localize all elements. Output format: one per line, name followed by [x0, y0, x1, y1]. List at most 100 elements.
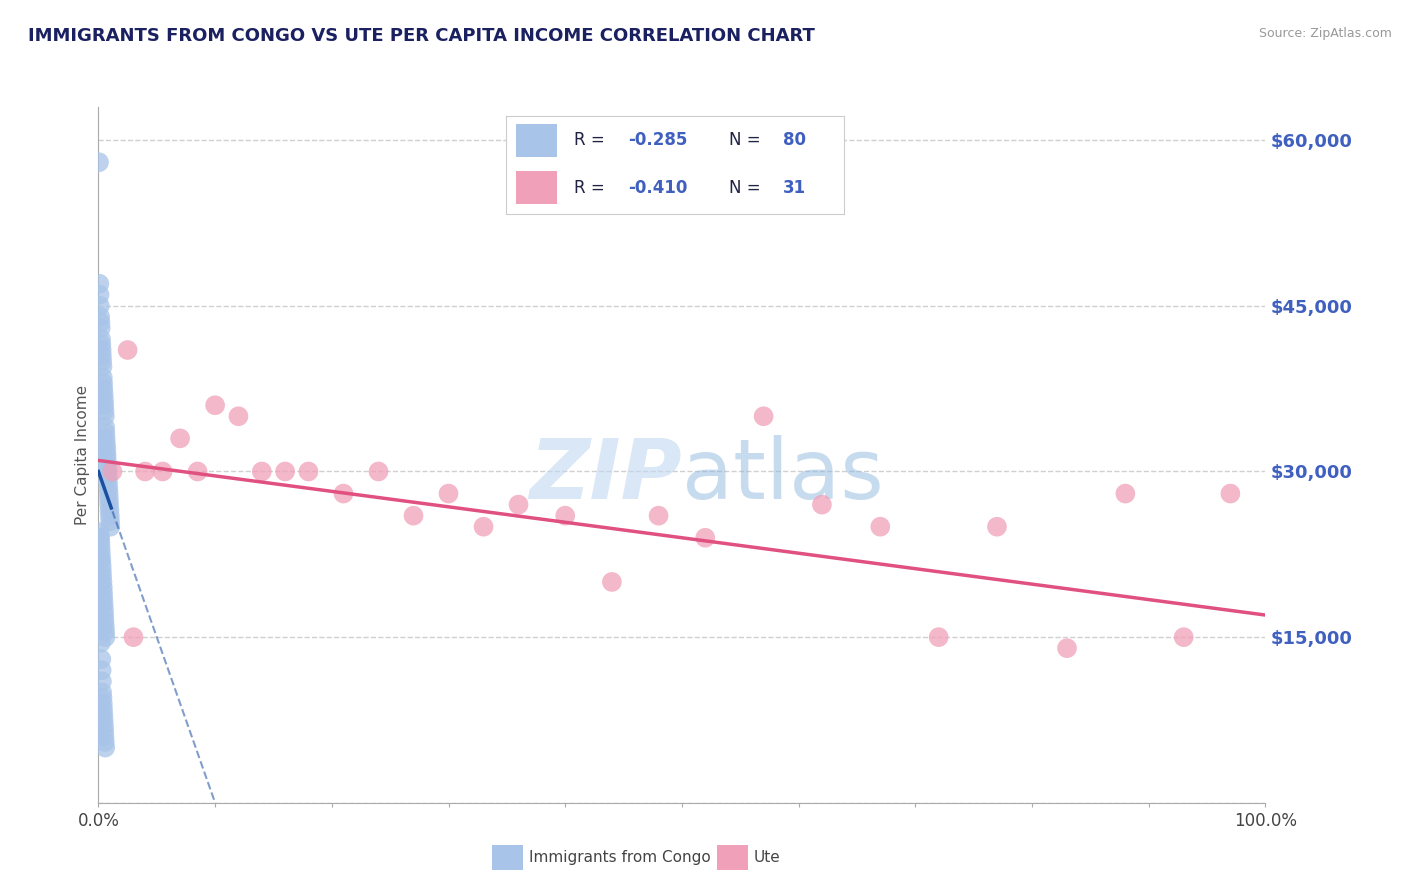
Point: [1114, 486, 1136, 500]
Text: Ute: Ute: [754, 850, 780, 864]
Point: [90, 619, 112, 633]
Point: [600, 574, 623, 589]
Point: [437, 486, 460, 500]
Point: [472, 519, 495, 533]
Point: [98, 503, 121, 517]
Point: [90, 663, 112, 677]
Point: [90, 337, 112, 351]
Text: N =: N =: [728, 178, 766, 196]
Point: [91, 591, 114, 606]
Point: [89, 315, 111, 329]
Point: [752, 409, 775, 424]
Point: [97, 475, 120, 490]
Point: [122, 630, 145, 644]
Point: [93, 602, 115, 616]
Point: [98, 498, 121, 512]
Point: [90, 343, 112, 357]
Point: [89, 597, 111, 611]
Point: [93, 608, 115, 623]
Bar: [516, 171, 557, 204]
Text: -0.410: -0.410: [627, 178, 688, 196]
Point: [134, 465, 156, 479]
Point: [91, 707, 114, 722]
Text: R =: R =: [574, 131, 610, 150]
Point: [90, 547, 112, 561]
Point: [1219, 486, 1241, 500]
Point: [152, 465, 174, 479]
Point: [169, 431, 191, 445]
Point: [90, 564, 112, 578]
Point: [93, 730, 115, 744]
Point: [93, 614, 115, 628]
Point: [94, 437, 117, 451]
Point: [91, 574, 114, 589]
Point: [89, 299, 111, 313]
Point: [87, 155, 110, 169]
Point: [94, 630, 117, 644]
Point: [204, 398, 226, 412]
Point: [89, 574, 111, 589]
Point: [90, 321, 112, 335]
Point: [97, 481, 120, 495]
Point: [93, 597, 115, 611]
Point: [94, 420, 117, 434]
Text: R =: R =: [574, 178, 610, 196]
Point: [91, 382, 114, 396]
Point: [91, 702, 114, 716]
Point: [1056, 641, 1078, 656]
Point: [93, 398, 115, 412]
Bar: [516, 124, 557, 157]
Point: [91, 586, 114, 600]
Point: [93, 718, 115, 732]
Point: [91, 690, 114, 705]
Point: [554, 508, 576, 523]
Point: [91, 685, 114, 699]
Point: [91, 359, 114, 374]
Point: [90, 541, 112, 556]
Point: [89, 531, 111, 545]
Point: [89, 277, 111, 291]
Text: -0.285: -0.285: [627, 131, 688, 150]
Point: [91, 697, 114, 711]
Point: [89, 287, 111, 301]
Point: [98, 508, 121, 523]
Point: [1173, 630, 1195, 644]
Point: [93, 724, 115, 739]
Point: [91, 569, 114, 583]
Point: [402, 508, 425, 523]
Point: [869, 519, 891, 533]
Point: [91, 376, 114, 391]
Point: [91, 354, 114, 368]
Point: [90, 635, 112, 649]
Point: [93, 387, 115, 401]
Point: [811, 498, 834, 512]
Point: [97, 470, 120, 484]
Point: [89, 525, 111, 540]
Point: [94, 624, 117, 639]
Point: [93, 403, 115, 417]
Point: [228, 409, 250, 424]
Point: [96, 448, 118, 462]
Point: [367, 465, 389, 479]
Point: [94, 409, 117, 424]
Text: 31: 31: [783, 178, 806, 196]
Point: [96, 458, 118, 473]
Point: [274, 465, 297, 479]
Point: [89, 531, 111, 545]
Point: [250, 465, 273, 479]
Text: Source: ZipAtlas.com: Source: ZipAtlas.com: [1258, 27, 1392, 40]
Point: [93, 713, 115, 727]
Point: [90, 332, 112, 346]
Point: [187, 465, 209, 479]
Point: [94, 425, 117, 440]
Point: [98, 519, 121, 533]
Point: [98, 514, 121, 528]
Point: [96, 465, 118, 479]
Point: [97, 492, 120, 507]
Point: [647, 508, 669, 523]
Point: [90, 553, 112, 567]
Point: [89, 553, 111, 567]
Y-axis label: Per Capita Income: Per Capita Income: [75, 384, 90, 525]
Point: [96, 442, 118, 457]
Point: [97, 486, 120, 500]
